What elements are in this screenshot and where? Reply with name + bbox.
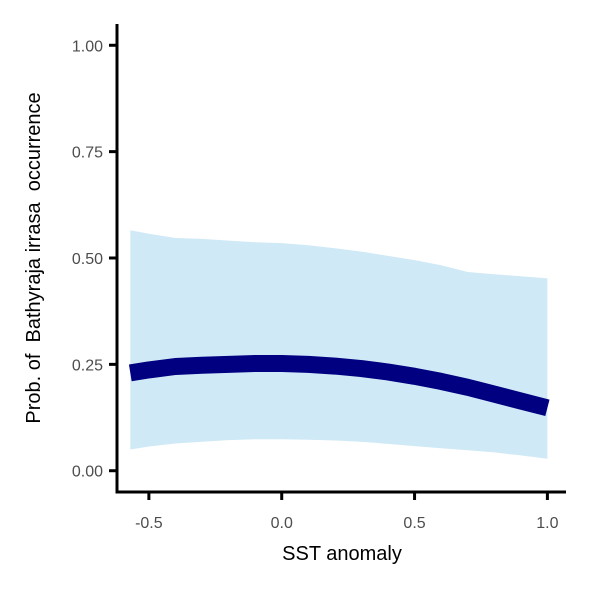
plot-area: [128, 230, 550, 459]
y-tick-label: 0.50: [72, 251, 103, 268]
y-tick-label: 0.25: [72, 357, 103, 374]
x-tick-label: -0.5: [135, 515, 163, 532]
x-axis-title: SST anomaly: [282, 543, 402, 565]
y-tick-label: 0.75: [72, 145, 103, 162]
x-tick-label: 0.0: [271, 515, 293, 532]
x-tick-label: 0.5: [403, 515, 425, 532]
x-tick-label: 1.0: [536, 515, 558, 532]
confidence-band: [130, 230, 548, 459]
y-tick-label: 1.00: [72, 38, 103, 55]
y-tick-label: 0.00: [72, 464, 103, 481]
y-axis-title: Prob. of Bathyraja irrasa occurrence: [23, 92, 45, 423]
axes: 0.00 0.25 0.50 0.75 1.00 -0.5 0.0 0.5 1.0: [72, 24, 566, 532]
fitted-line: [128, 355, 550, 417]
